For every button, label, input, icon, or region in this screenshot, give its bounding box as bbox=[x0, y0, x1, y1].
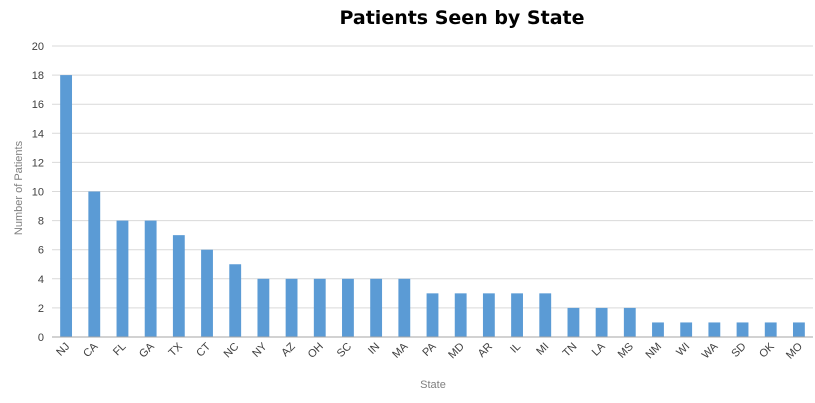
bar-tx bbox=[172, 235, 185, 337]
x-tick-label: MS bbox=[616, 341, 636, 361]
x-tick-label: CA bbox=[81, 340, 101, 360]
bar-sd bbox=[736, 322, 749, 337]
y-tick-label: 2 bbox=[38, 303, 44, 315]
x-tick-label: IL bbox=[508, 341, 523, 356]
bar-wa bbox=[708, 322, 721, 337]
y-tick-label: 4 bbox=[38, 274, 44, 286]
x-tick-label: NJ bbox=[54, 341, 72, 359]
bar-il bbox=[511, 293, 523, 337]
y-tick-label: 18 bbox=[32, 70, 44, 82]
bar-oh bbox=[313, 278, 326, 337]
x-tick-label: WI bbox=[674, 341, 692, 359]
bar-md bbox=[454, 293, 467, 337]
x-tick-label: NC bbox=[222, 341, 242, 361]
x-tick-label: MD bbox=[446, 341, 467, 362]
x-tick-label: MO bbox=[784, 340, 805, 361]
bar-ms bbox=[623, 307, 636, 337]
x-tick-label: MI bbox=[534, 341, 551, 358]
x-tick-label: FL bbox=[111, 341, 129, 359]
x-tick-label: NM bbox=[644, 341, 665, 362]
bar-wi bbox=[680, 322, 693, 337]
x-tick-labels: NJ CA FL GA TX CT NC NY AZ OH SC IN MA PA MD AR IL MI TN LA… bbox=[54, 340, 805, 361]
x-tick-label: TN bbox=[561, 341, 580, 360]
bar-ga bbox=[144, 220, 157, 337]
y-axis-title: Number of Patients bbox=[13, 140, 25, 235]
x-tick-label: MA bbox=[390, 340, 411, 361]
bar-sc bbox=[342, 278, 354, 337]
x-axis-title: State bbox=[420, 379, 446, 391]
x-tick-label: AZ bbox=[279, 340, 298, 359]
x-tick-label: OH bbox=[306, 341, 326, 361]
bar-nj bbox=[60, 75, 73, 337]
x-tick-label: LA bbox=[590, 340, 608, 358]
y-tick-label: 14 bbox=[32, 128, 44, 140]
bar-ca bbox=[88, 191, 101, 337]
gridlines bbox=[52, 45, 813, 309]
bar-nc bbox=[229, 264, 242, 337]
bar-pa bbox=[426, 293, 439, 337]
x-tick-label: CT bbox=[194, 340, 213, 359]
y-tick-label: 12 bbox=[32, 157, 44, 169]
y-tick-label: 20 bbox=[32, 41, 44, 53]
y-tick-label: 8 bbox=[38, 216, 44, 228]
bar-in bbox=[370, 278, 383, 337]
bars bbox=[60, 75, 805, 337]
bar-tn bbox=[567, 307, 580, 337]
bar-az bbox=[285, 278, 298, 337]
x-tick-label: SC bbox=[335, 341, 354, 360]
bar-la bbox=[595, 307, 608, 337]
x-tick-label: NY bbox=[250, 340, 270, 360]
x-tick-label: GA bbox=[137, 340, 157, 360]
bar-ct bbox=[201, 249, 213, 337]
x-tick-label: OK bbox=[757, 340, 777, 360]
x-tick-label: IN bbox=[366, 341, 382, 357]
x-tick-label: WA bbox=[700, 340, 721, 361]
bar-nm bbox=[652, 322, 664, 337]
y-tick-label: 0 bbox=[38, 332, 44, 344]
bar-ok bbox=[764, 322, 777, 337]
x-tick-label: TX bbox=[167, 340, 186, 359]
y-tick-label: 10 bbox=[32, 187, 44, 199]
bar-mo bbox=[792, 322, 805, 337]
x-tick-label: SD bbox=[729, 341, 748, 360]
x-tick-label: PA bbox=[420, 340, 439, 359]
y-tick-label: 16 bbox=[32, 99, 44, 111]
y-tick-labels: 0 2 4 6 8 10 12 14 16 18 20 bbox=[32, 41, 44, 344]
chart-title: Patients Seen by State bbox=[339, 7, 584, 29]
bar-ny bbox=[257, 278, 270, 337]
bar-ma bbox=[398, 278, 411, 337]
bar-fl bbox=[116, 220, 129, 337]
y-tick-label: 6 bbox=[38, 245, 44, 257]
bar-ar bbox=[482, 293, 495, 337]
x-tick-label: AR bbox=[476, 341, 495, 360]
bar-mi bbox=[539, 293, 552, 337]
